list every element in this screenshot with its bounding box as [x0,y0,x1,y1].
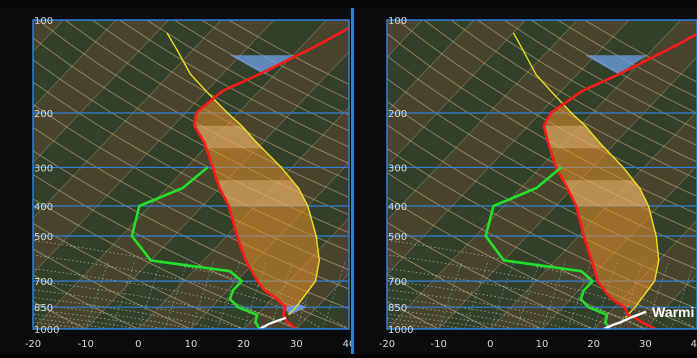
pressure-tick-label: 400 [34,202,53,213]
temperature-tick-label: 0 [487,339,493,350]
pressure-tick-label: 500 [388,232,407,243]
cape-stripe [217,180,308,206]
pressure-tick-label: 200 [34,109,53,120]
temperature-tick-label: 20 [237,339,250,350]
pressure-tick-label: 700 [34,277,53,288]
pressure-tick-label: 1000 [388,325,413,336]
pressure-tick-label: 100 [388,16,407,27]
temperature-tick-label: -20 [379,339,395,350]
temperature-tick-label: -10 [77,339,93,350]
pressure-tick-label: 1000 [34,325,59,336]
panel-divider [351,8,354,354]
temperature-tick-label: 30 [639,339,652,350]
temperature-tick-label: 10 [536,339,549,350]
pressure-tick-label: 100 [34,16,53,27]
temperature-tick-label: 0 [135,339,141,350]
temperature-tick-label: -10 [430,339,446,350]
pressure-tick-label: 200 [388,109,407,120]
pressure-tick-label: 400 [388,202,407,213]
pressure-tick-label: 500 [34,232,53,243]
temperature-tick-label: 40 [691,339,697,350]
annotation-label: Warmi [652,304,694,320]
pressure-tick-label: 700 [388,277,407,288]
pressure-tick-label: 850 [34,303,53,314]
temperature-tick-label: -20 [25,339,41,350]
temperature-tick-label: 30 [290,339,303,350]
pressure-tick-label: 300 [34,163,53,174]
pressure-tick-label: 850 [388,303,407,314]
pressure-tick-label: 300 [388,163,407,174]
temperature-tick-label: 20 [587,339,600,350]
temperature-tick-label: 10 [185,339,198,350]
